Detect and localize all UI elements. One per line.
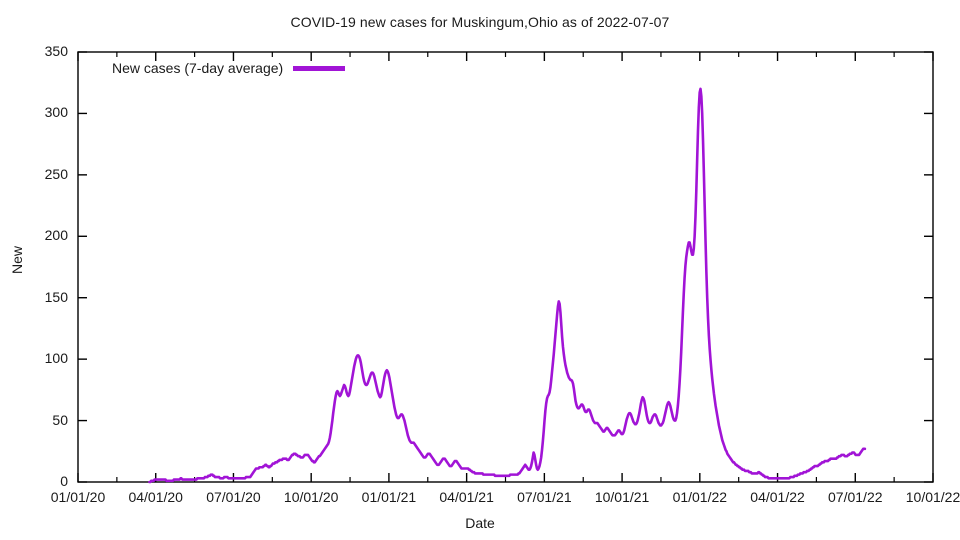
x-tick-label: 04/01/20 (128, 489, 183, 505)
legend-color-swatch (293, 65, 346, 71)
series-line-new-cases (148, 87, 867, 484)
y-tick-label: 350 (44, 43, 68, 59)
chart-legend: New cases (7-day average) (112, 60, 346, 76)
x-tick-label: 01/01/22 (672, 489, 728, 505)
x-tick-label: 01/01/20 (50, 489, 106, 505)
y-tick-label: 0 (60, 473, 68, 489)
x-tick-label: 10/01/21 (594, 489, 650, 505)
y-tick-marks (78, 51, 933, 483)
y-tick-label: 300 (44, 104, 68, 121)
x-tick-label: 10/01/22 (905, 489, 960, 505)
x-tick-label: 07/01/20 (206, 489, 261, 505)
axes-frame (77, 51, 934, 483)
y-tick-label: 50 (52, 411, 68, 428)
x-tick-label: 07/01/22 (828, 489, 883, 505)
y-tick-label: 150 (44, 288, 68, 305)
x-tick-label: 04/01/21 (439, 489, 494, 505)
y-tick-label: 100 (44, 350, 68, 367)
x-tick-marks (77, 52, 934, 482)
x-tick-label: 04/01/22 (750, 489, 805, 505)
chart-title: COVID-19 new cases for Muskingum,Ohio as… (290, 14, 670, 30)
legend-label-new-cases: New cases (7-day average) (112, 60, 284, 76)
y-tick-label: 250 (44, 165, 68, 182)
x-tick-label: 07/01/21 (517, 489, 572, 505)
x-axis-label: Date (465, 515, 495, 531)
x-tick-label: 10/01/20 (283, 489, 339, 505)
y-axis-label: New (9, 246, 25, 275)
x-tick-label: 01/01/21 (361, 489, 417, 505)
y-tick-label: 200 (44, 227, 68, 244)
data-series-group (148, 87, 867, 484)
